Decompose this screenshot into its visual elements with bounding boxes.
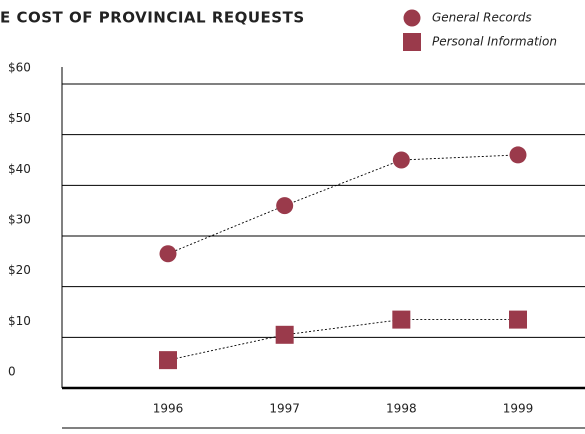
marker [392, 310, 411, 329]
y-tick-label: $10 [8, 314, 31, 328]
chart-title: E COST OF PROVINCIAL REQUESTS [0, 9, 305, 27]
y-tick-label: $30 [8, 213, 31, 227]
y-tick-label: $40 [8, 162, 31, 176]
series-line [167, 319, 518, 361]
marker [275, 325, 294, 344]
marker [392, 151, 410, 169]
x-tick-label: 1996 [153, 402, 184, 416]
x-tick-label: 1997 [269, 402, 300, 416]
marker [159, 351, 177, 370]
legend-label: General Records [432, 11, 532, 25]
marker [509, 310, 527, 329]
marker [159, 245, 177, 263]
legend-marker [403, 33, 421, 51]
marker [276, 197, 294, 215]
y-tick-label: $60 [8, 61, 31, 75]
legend-marker [403, 9, 421, 27]
y-tick-label: $20 [8, 263, 31, 277]
marker [509, 146, 527, 164]
legend-label: Personal Information [432, 35, 557, 49]
y-tick-label: 0 [8, 365, 16, 379]
series-line [167, 154, 519, 255]
x-tick-label: 1998 [386, 402, 417, 416]
x-tick-label: 1999 [503, 402, 534, 416]
y-tick-label: $50 [8, 111, 31, 125]
